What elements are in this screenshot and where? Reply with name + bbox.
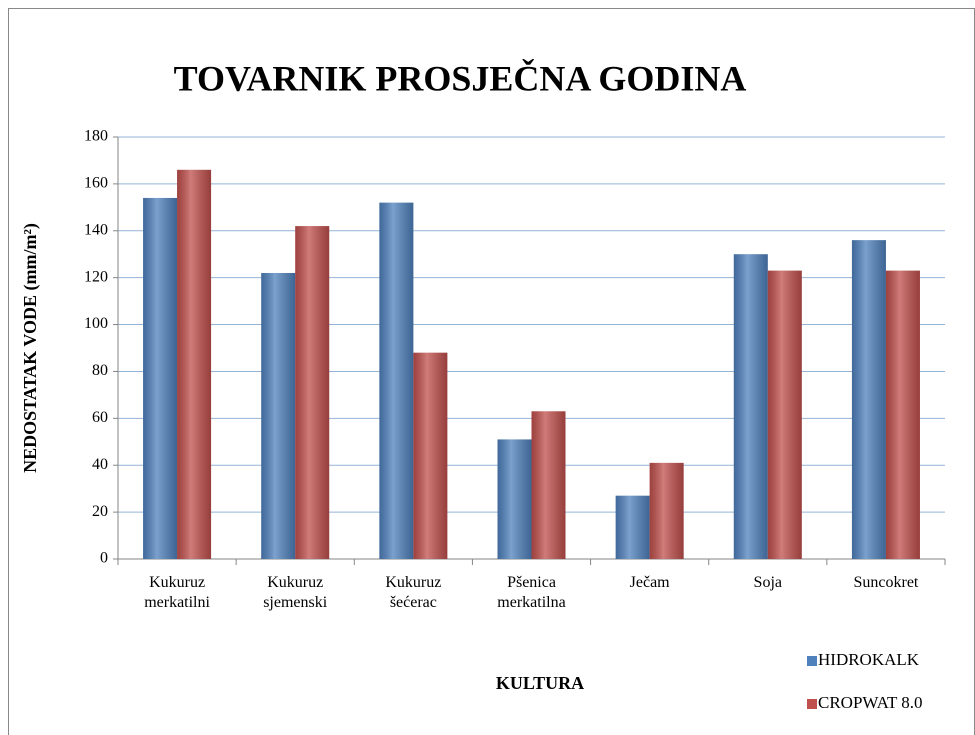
bar-shine — [885, 270, 920, 559]
x-tick-label: Pšenica merkatilna — [497, 574, 565, 611]
y-tick-label: 180 — [84, 128, 108, 145]
y-tick-label: 160 — [84, 175, 108, 192]
bar-shine — [851, 240, 886, 559]
bar-shine — [379, 202, 414, 559]
x-tick-label: Kukuruz merkatilni — [144, 574, 210, 611]
y-axis-label: NEDOSTATAK VODE (mm/m²) — [20, 223, 41, 473]
x-tick-label: Suncokret — [853, 574, 918, 591]
y-tick-label: 20 — [92, 503, 108, 520]
legend-swatch — [807, 699, 817, 709]
bar-shine — [413, 352, 448, 559]
y-tick-label: 140 — [84, 221, 108, 238]
bar-shine — [177, 169, 212, 560]
y-tick-label: 40 — [92, 456, 108, 473]
y-tick-label: 0 — [100, 550, 108, 567]
y-tick-label: 100 — [84, 315, 108, 332]
bar-shine — [261, 272, 296, 559]
x-tick-label: Soja — [754, 574, 782, 591]
bar-shine — [531, 411, 566, 559]
bar-shine — [497, 439, 532, 559]
y-tick-label: 60 — [92, 409, 108, 426]
y-tick-label: 80 — [92, 362, 108, 379]
bar-shine — [295, 226, 330, 560]
legend-label: HIDROKALK — [818, 650, 920, 669]
x-tick-label: Ječam — [630, 574, 671, 591]
bar-shine — [649, 462, 684, 559]
bar-shine — [143, 197, 178, 559]
bar-shine — [767, 270, 802, 559]
x-tick-label: Kukuruz šećerac — [385, 574, 441, 611]
x-tick-label: Kukuruz sjemenski — [263, 574, 328, 611]
legend-label: CROPWAT 8.0 — [818, 693, 923, 712]
bar-shine — [733, 254, 768, 559]
legend-swatch — [807, 656, 817, 666]
x-axis-label: KULTURA — [496, 673, 584, 693]
chart-title: TOVARNIK PROSJEČNA GODINA — [174, 58, 747, 98]
y-tick-label: 120 — [84, 268, 108, 285]
bar-shine — [615, 495, 650, 559]
